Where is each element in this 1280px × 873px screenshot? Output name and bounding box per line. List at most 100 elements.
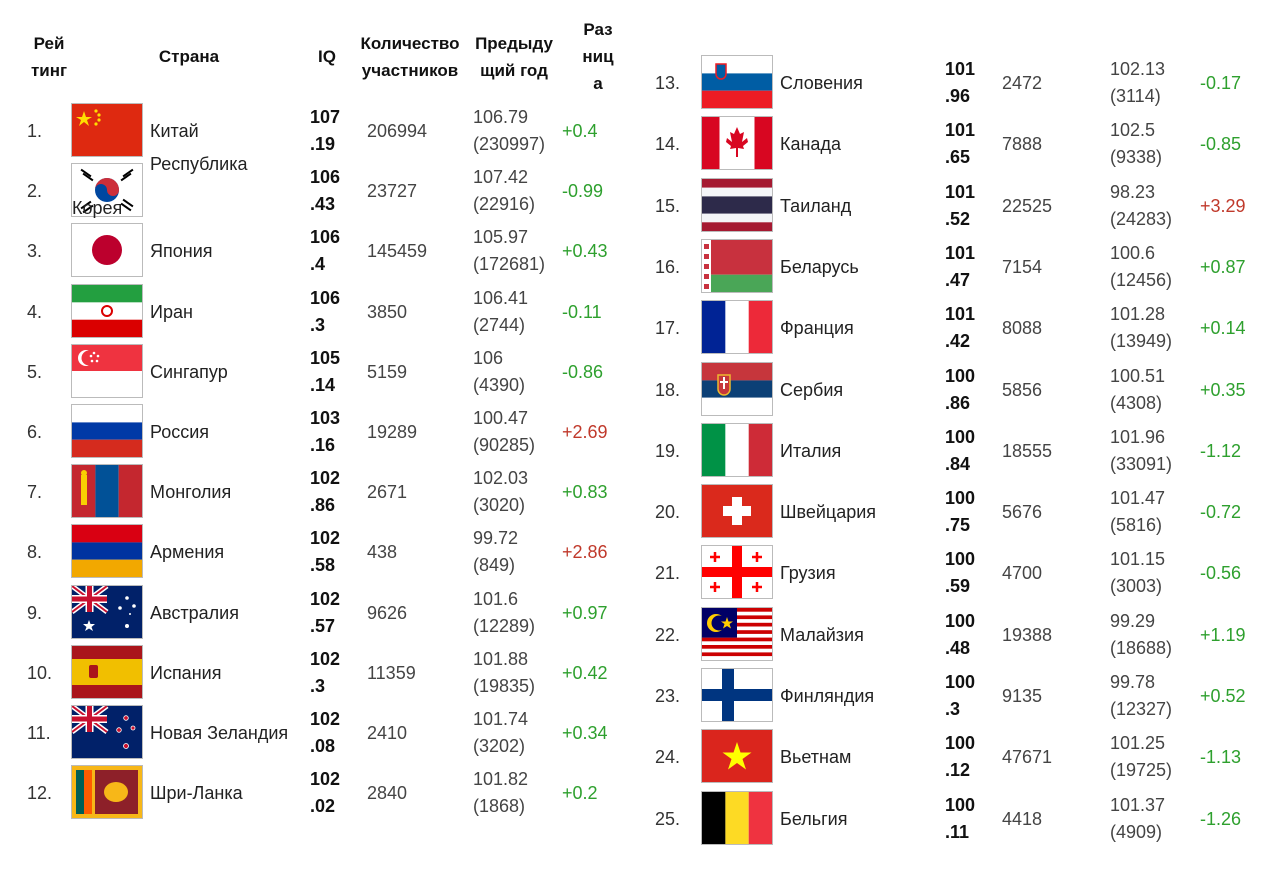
- rank-cell: 24.: [655, 747, 681, 768]
- malaysia-flag-icon: [702, 607, 772, 660]
- country-name: Китай: [150, 121, 199, 141]
- difference-value: +0.34: [562, 723, 608, 743]
- previous-year: 107.42 (22916): [473, 167, 536, 215]
- russia-flag-icon: [72, 405, 142, 457]
- previous-year: 101.82 (1868): [473, 769, 529, 817]
- iq-score: 100 .75: [945, 488, 976, 536]
- iq-score: 101 .65: [945, 120, 976, 168]
- rank-cell: 16.: [655, 256, 681, 277]
- participants-count: 3850: [367, 301, 408, 322]
- difference-value: +0.42: [562, 662, 608, 683]
- country-name: Монголия: [150, 482, 232, 503]
- difference-value: +0.14: [1200, 318, 1246, 339]
- georgia-flag-icon: [702, 546, 772, 599]
- difference-value: -0.72: [1200, 502, 1242, 523]
- iq-score: 106 .3: [310, 287, 341, 335]
- iq-score: 100 .84: [945, 426, 976, 474]
- country-name: Бельгия: [780, 808, 848, 829]
- table-row: 24. Вьетнам 100 .12 47671 101.25 (19725) -1.1…: [0, 726, 1280, 784]
- difference-value: +2.86: [562, 542, 608, 563]
- country-name: Беларусь: [780, 256, 859, 277]
- rank-cell: 14.: [655, 134, 681, 155]
- rank-cell: 4.: [27, 301, 43, 322]
- country-name: Вьетнам: [780, 747, 852, 768]
- difference-value: -1.13: [1200, 747, 1242, 768]
- previous-year: 100.51 (4308): [1110, 365, 1166, 413]
- table-row: 1. Китай 107 .19 206994 106.79 (230997) +0.4: [0, 100, 1280, 158]
- previous-year: 102.5 (9338): [1110, 120, 1163, 168]
- previous-year: 101.88 (19835): [473, 648, 536, 696]
- difference-value: +0.83: [562, 482, 608, 503]
- iq-score: 106 .4: [310, 227, 341, 275]
- country-name: Словения: [780, 73, 863, 93]
- participants-count: 8088: [1002, 318, 1043, 339]
- belarus-flag-icon: [702, 239, 772, 292]
- table-row: 19. Италия 100 .84 18555 101.96 (33091) -1.12: [0, 420, 1280, 478]
- participants-count: 19289: [367, 422, 418, 442]
- difference-value: -0.11: [562, 301, 602, 322]
- participants-count: 9626: [367, 602, 408, 623]
- country-name: Республика Корея: [72, 155, 310, 219]
- difference-value: +2.69: [562, 422, 608, 442]
- iq-score: 100 .48: [945, 610, 976, 658]
- rank-cell: 8.: [27, 542, 43, 563]
- table-row: 2. Республика Корея 106 .43 23727 107.42 (229…: [0, 155, 1280, 219]
- france-flag-icon: [702, 301, 772, 354]
- rank-cell: 25.: [655, 808, 681, 829]
- country-name: Канада: [780, 134, 841, 155]
- mongolia-flag-icon: [72, 465, 142, 518]
- participants-count: 11359: [367, 662, 416, 683]
- table-row: 13. Словения 101 .96 2472 102.13 (3114) -0.17: [0, 52, 1280, 110]
- iq-score: 102 .58: [310, 528, 341, 576]
- iq-score: 101 .42: [945, 304, 976, 352]
- difference-value: -0.56: [1200, 563, 1242, 584]
- country-name: Грузия: [780, 563, 836, 584]
- previous-year: 106.79 (230997): [473, 107, 546, 154]
- table-row: 10. Испания 102 .3 11359 101.88 (19835) +0.42: [0, 642, 1280, 700]
- iq-score: 102 .3: [310, 648, 341, 696]
- iran-flag-icon: [72, 284, 142, 337]
- country-name-continuation: Корея: [72, 198, 123, 219]
- table-row: 6. Россия 103 .16 19289 100.47 (90285) +2.69: [0, 401, 1280, 459]
- country-name: Иран: [150, 301, 193, 322]
- rank-cell: 11.: [27, 723, 51, 743]
- country-name: Финляндия: [780, 686, 875, 706]
- participants-count: 47671: [1002, 747, 1053, 768]
- italy-flag-icon: [702, 423, 772, 476]
- country-name: Франция: [780, 318, 854, 339]
- table-row: 3. Япония 106 .4 145459 105.97 (172681) +0.43: [0, 220, 1280, 278]
- difference-value: +0.97: [562, 602, 608, 623]
- iq-score: 100 .86: [945, 365, 976, 413]
- slovenia-flag-icon: [702, 56, 772, 108]
- difference-value: +0.43: [562, 241, 608, 262]
- iq-score: 102 .86: [310, 468, 341, 516]
- previous-year: 101.15 (3003): [1110, 549, 1166, 597]
- participants-count: 145459: [367, 241, 428, 262]
- difference-value: +1.19: [1200, 624, 1246, 645]
- participants-count: 4700: [1002, 563, 1043, 584]
- south-korea-flag-icon: [72, 164, 142, 217]
- country-name: Испания: [150, 662, 222, 683]
- iq-score: 101 .52: [945, 181, 976, 229]
- difference-value: +0.87: [1200, 256, 1246, 277]
- table-row: 9. Австралия 102 .57 9626 101.6 (12289) +0.97: [0, 582, 1280, 640]
- previous-year: 106 (4390): [473, 347, 526, 395]
- participants-count: 19388: [1002, 624, 1053, 645]
- previous-year: 100.47 (90285): [473, 408, 536, 455]
- finland-flag-icon: [702, 669, 772, 721]
- difference-value: +0.4: [562, 121, 598, 141]
- header-iq: IQ: [318, 47, 336, 66]
- header-prev: Предыду щий год: [475, 34, 553, 80]
- previous-year: 99.78 (12327): [1110, 672, 1173, 719]
- table-row: 18. Сербия 100 .86 5856 100.51 (4308) +0.35: [0, 359, 1280, 417]
- iq-score: 106 .43: [310, 167, 341, 215]
- japan-flag-icon: [72, 224, 142, 277]
- iq-score: 101 .47: [945, 242, 976, 290]
- previous-year: 99.72 (849): [473, 528, 519, 576]
- participants-count: 2410: [367, 723, 408, 743]
- rank-cell: 3.: [27, 241, 43, 262]
- participants-count: 206994: [367, 121, 428, 141]
- table-row: 12. Шри-Ланка 102 .02 2840 101.82 (1868) +0.2: [0, 762, 1280, 820]
- participants-count: 2840: [367, 783, 408, 804]
- participants-count: 22525: [1002, 195, 1053, 216]
